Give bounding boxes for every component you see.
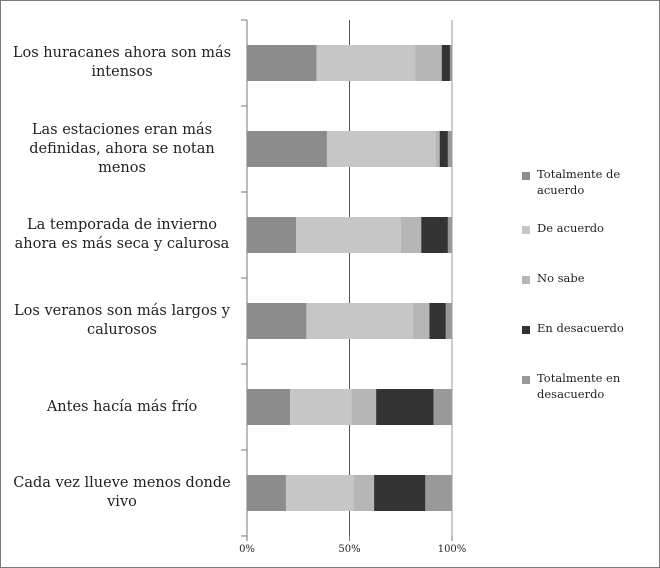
legend-swatch [522,172,530,180]
legend-swatch [522,226,530,234]
bar-segment-1-2 [316,45,416,81]
bar-segment-5-1 [247,389,291,425]
category-label: Los veranos son más largos y calurosos [14,303,230,338]
x-tick-label: 50% [338,544,361,555]
category-label: Las estaciones eran más definidas, ahora… [29,121,215,176]
bar-segment-4-2 [306,303,414,339]
bar-segment-1-4 [441,45,450,81]
bar-segment-4-3 [413,303,430,339]
legend-swatch [522,276,530,284]
x-tick-label: 0% [239,544,255,555]
legend-label: De acuerdo [537,221,604,235]
legend-swatch [522,326,530,334]
bar-segment-3-5 [447,217,452,253]
bar-segment-2-1 [247,131,327,167]
bar-segment-2-2 [326,131,436,167]
bar-segment-3-1 [247,217,297,253]
bar-segment-6-3 [353,475,375,511]
legend-label: Totalmente en desacuerdo [537,371,621,401]
bar-segment-5-3 [351,389,377,425]
bar-segment-5-4 [376,389,434,425]
bar-segment-6-5 [425,475,452,511]
bar-segment-1-1 [247,45,317,81]
bar-segment-3-2 [296,217,401,253]
bar-segment-6-2 [285,475,354,511]
category-label: La temporada de invierno ahora es más se… [14,217,230,252]
bar-segment-6-4 [374,475,426,511]
bar-segment-1-3 [415,45,442,81]
category-label: Cada vez llueve menos donde vivo [13,475,231,510]
bar-segment-2-3 [435,131,440,167]
bar-segment-3-4 [421,217,448,253]
bar-segment-5-5 [433,389,452,425]
bar-segment-4-1 [247,303,307,339]
legend-label: No sabe [537,271,585,285]
bar-segment-2-5 [447,131,452,167]
legend-label: Totalmente de acuerdo [537,167,621,197]
legend-swatch [522,376,530,384]
category-label: Antes hacía más frío [46,398,198,415]
bar-segment-2-4 [439,131,448,167]
bar-segment-4-5 [445,303,452,339]
bar-segment-4-4 [429,303,446,339]
bar-segment-3-3 [400,217,422,253]
category-label: Los huracanes ahora son más intensos [12,45,232,80]
x-tick-label: 100% [437,544,467,555]
bar-segment-1-5 [449,45,452,81]
bar-segment-6-1 [247,475,286,511]
legend-label: En desacuerdo [537,321,624,335]
bar-segment-5-2 [290,389,352,425]
